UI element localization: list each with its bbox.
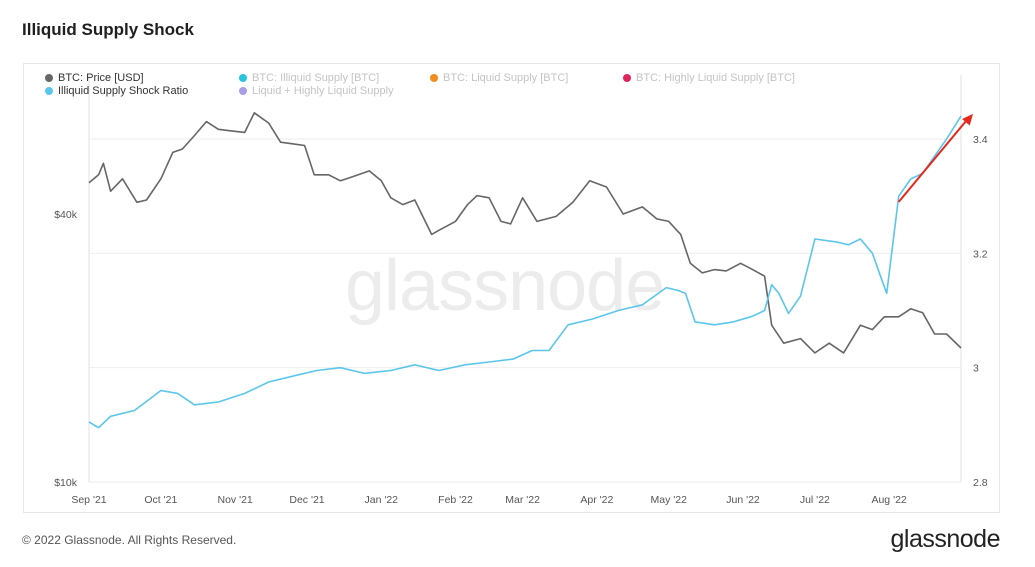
x-tick-label: Feb '22 bbox=[438, 494, 473, 506]
legend-dot-icon bbox=[45, 74, 53, 82]
y-axis-right: 2.8 3 3.2 3.4 bbox=[973, 134, 988, 489]
x-tick-label: Mar '22 bbox=[505, 494, 540, 506]
legend-label: BTC: Price [USD] bbox=[58, 72, 144, 84]
legend-label: BTC: Illiquid Supply [BTC] bbox=[252, 72, 380, 84]
legend-dot-icon bbox=[45, 87, 53, 95]
legend-dot-icon bbox=[623, 74, 631, 82]
series-lines bbox=[88, 112, 962, 429]
series-line-btc-price bbox=[88, 112, 962, 354]
x-tick-label: Jan '22 bbox=[364, 494, 398, 506]
x-tick-label: Apr '22 bbox=[580, 494, 613, 506]
legend-item[interactable]: Illiquid Supply Shock Ratio bbox=[45, 85, 188, 97]
y-left-tick-label: $10k bbox=[54, 477, 78, 489]
x-tick-label: Sep '21 bbox=[71, 494, 106, 506]
y-axis-left: $10k $40k bbox=[54, 209, 78, 489]
legend-item[interactable]: BTC: Price [USD] bbox=[45, 72, 144, 84]
legend-label: BTC: Highly Liquid Supply [BTC] bbox=[636, 72, 795, 84]
y-right-tick-label: 3.4 bbox=[973, 134, 988, 146]
series-line-illiquid-supply-shock-ratio bbox=[88, 115, 962, 429]
copyright: © 2022 Glassnode. All Rights Reserved. bbox=[22, 533, 237, 547]
legend-label: Liquid + Highly Liquid Supply bbox=[252, 85, 394, 97]
legend-dot-icon bbox=[239, 87, 247, 95]
x-tick-label: Oct '21 bbox=[144, 494, 177, 506]
x-axis: Sep '21 Oct '21 Nov '21 Dec '21 Jan '22 Feb '… bbox=[71, 494, 907, 506]
legend-item[interactable]: Liquid + Highly Liquid Supply bbox=[239, 85, 394, 97]
x-tick-label: Aug '22 bbox=[871, 494, 906, 506]
annotations bbox=[897, 113, 973, 203]
chart-panel bbox=[23, 63, 1000, 513]
y-left-tick-label: $40k bbox=[54, 209, 78, 221]
legend-label: Illiquid Supply Shock Ratio bbox=[58, 85, 189, 97]
y-right-tick-label: 3.2 bbox=[973, 248, 988, 260]
legend-label: BTC: Liquid Supply [BTC] bbox=[443, 72, 569, 84]
legend-dot-icon bbox=[239, 74, 247, 82]
x-tick-label: Jul '22 bbox=[800, 494, 830, 506]
legend-item[interactable]: BTC: Highly Liquid Supply [BTC] bbox=[623, 72, 795, 84]
x-tick-label: Nov '21 bbox=[217, 494, 252, 506]
legend: BTC: Price [USD] BTC: Illiquid Supply [BT… bbox=[23, 64, 1000, 98]
x-tick-label: Dec '21 bbox=[289, 494, 324, 506]
y-right-tick-label: 2.8 bbox=[973, 477, 988, 489]
annotation-arrow-head bbox=[962, 113, 973, 126]
legend-item[interactable]: BTC: Illiquid Supply [BTC] bbox=[239, 72, 379, 84]
chart-title: Illiquid Supply Shock bbox=[22, 20, 194, 39]
legend-item[interactable]: BTC: Liquid Supply [BTC] bbox=[430, 72, 568, 84]
annotation-arrow-line bbox=[897, 119, 968, 203]
brand-logo: glassnode bbox=[890, 525, 1001, 553]
x-tick-label: May '22 bbox=[651, 494, 688, 506]
y-right-tick-label: 3 bbox=[973, 363, 979, 375]
legend-dot-icon bbox=[430, 74, 438, 82]
x-tick-label: Jun '22 bbox=[726, 494, 760, 506]
grid bbox=[88, 75, 962, 483]
